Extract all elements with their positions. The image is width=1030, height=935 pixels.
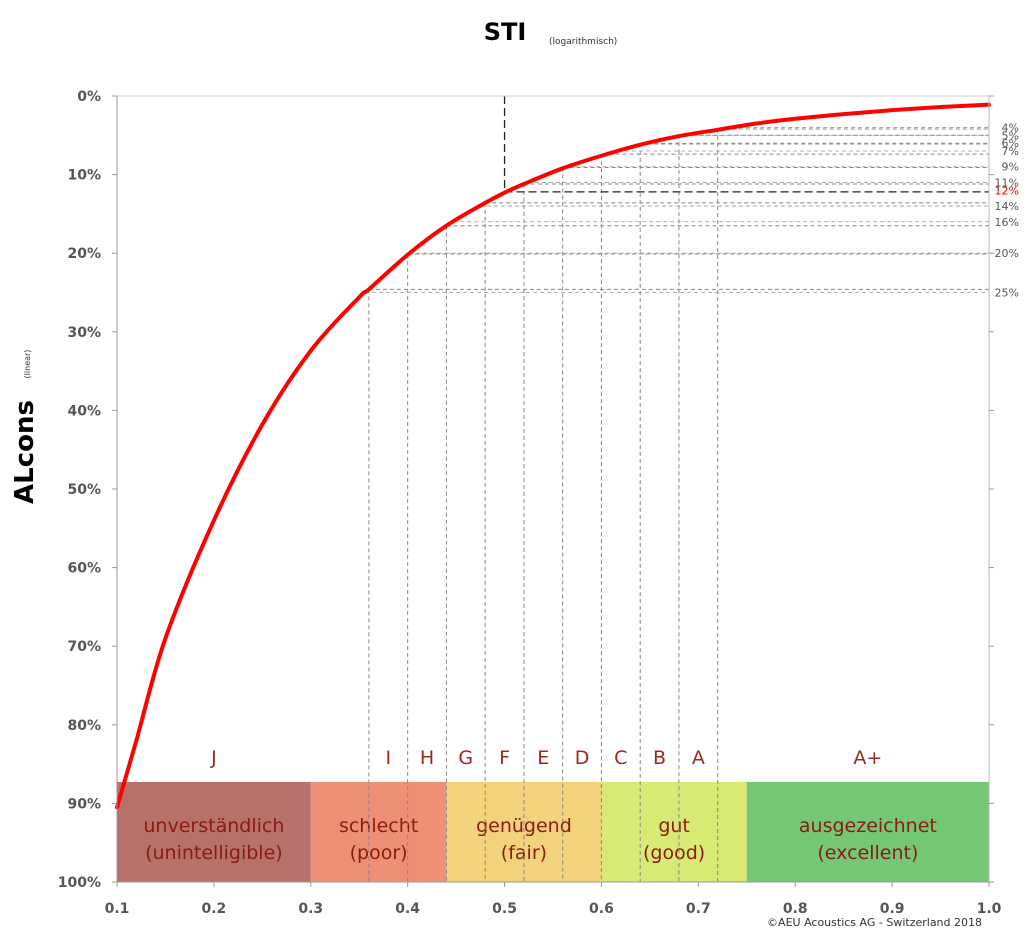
copyright-text: ©AEU Acoustics AG - Switzerland 2018 — [767, 916, 982, 929]
band-label: gut — [658, 815, 690, 837]
quality-band — [117, 782, 311, 882]
right-axis-label: 4% — [1002, 121, 1019, 134]
y-tick-label: 10% — [67, 168, 101, 184]
class-letter: D — [575, 747, 590, 769]
class-letter: I — [385, 747, 391, 769]
y-tick-label: 20% — [67, 246, 101, 262]
x-tick-label: 0.7 — [686, 901, 711, 917]
right-axis-label: 6% — [1002, 137, 1019, 150]
y-tick-label: 60% — [67, 561, 101, 577]
right-axis-label: 11% — [995, 176, 1019, 189]
x-tick-label: 0.3 — [298, 901, 323, 917]
y-tick-label: 0% — [77, 89, 101, 105]
reference-lines — [365, 96, 989, 882]
band-label: schlecht — [339, 815, 418, 837]
axes — [112, 95, 994, 887]
y-tick-label: 90% — [67, 796, 101, 812]
x-tick-label: 1.0 — [977, 901, 1002, 917]
class-letter: J — [210, 747, 217, 769]
x-tick-label: 0.6 — [589, 901, 614, 917]
right-axis-label: 16% — [995, 216, 1019, 229]
x-tick-label: 0.2 — [201, 901, 226, 917]
band-sublabel: (good) — [643, 842, 705, 864]
labels: 0% 10% 20% 30% 40% 50% 60% 70% 80% 90% 100%0.1 0.2 0… — [58, 89, 1019, 917]
y-tick-label: 70% — [67, 639, 101, 655]
y-tick-label: 40% — [67, 403, 101, 419]
class-letter: G — [458, 747, 473, 769]
y-axis-sublabel: (linear) — [23, 350, 32, 379]
right-axis-label: 14% — [995, 200, 1019, 213]
class-letter: B — [653, 747, 666, 769]
right-axis-label: 12% — [995, 184, 1019, 197]
x-tick-label: 0.5 — [492, 901, 517, 917]
right-axis-label: 20% — [995, 247, 1019, 260]
band-sublabel: (poor) — [350, 842, 408, 864]
quality-band — [601, 782, 747, 882]
y-tick-label: 50% — [67, 482, 101, 498]
y-axis-label: ALcons — [10, 400, 40, 504]
class-letter: A+ — [853, 747, 882, 769]
right-axis-label: 25% — [995, 287, 1019, 300]
chart-title: STI — [484, 18, 527, 46]
quality-band — [310, 782, 447, 882]
band-label: unverständlich — [143, 815, 284, 837]
alcons-curve — [115, 102, 991, 810]
y-tick-label: 80% — [67, 718, 101, 734]
band-sublabel: (unintelligible) — [145, 842, 283, 864]
chart-subtitle: (logarithmisch) — [549, 37, 617, 47]
class-letter: F — [499, 747, 510, 769]
curve-layer — [115, 102, 991, 810]
right-axis-label: 7% — [1002, 145, 1019, 158]
band-label: genügend — [476, 815, 572, 837]
class-letter: H — [420, 747, 434, 769]
x-tick-label: 0.8 — [783, 901, 808, 917]
quality-band — [746, 782, 989, 882]
right-axis-label: 5% — [1002, 129, 1019, 142]
x-tick-label: 0.4 — [395, 901, 420, 917]
band-label: ausgezeichnet — [799, 815, 937, 837]
class-letter: E — [537, 747, 549, 769]
x-tick-label: 0.1 — [105, 901, 130, 917]
class-letter: C — [614, 747, 627, 769]
quality-bands: unverständlich (unintelligible) schlecht (p… — [117, 782, 989, 882]
band-sublabel: (excellent) — [817, 842, 918, 864]
x-tick-label: 0.9 — [880, 901, 905, 917]
right-axis-label: 9% — [1002, 161, 1019, 174]
y-tick-label: 100% — [58, 875, 101, 891]
y-tick-label: 30% — [67, 325, 101, 341]
class-letter: A — [692, 747, 705, 769]
